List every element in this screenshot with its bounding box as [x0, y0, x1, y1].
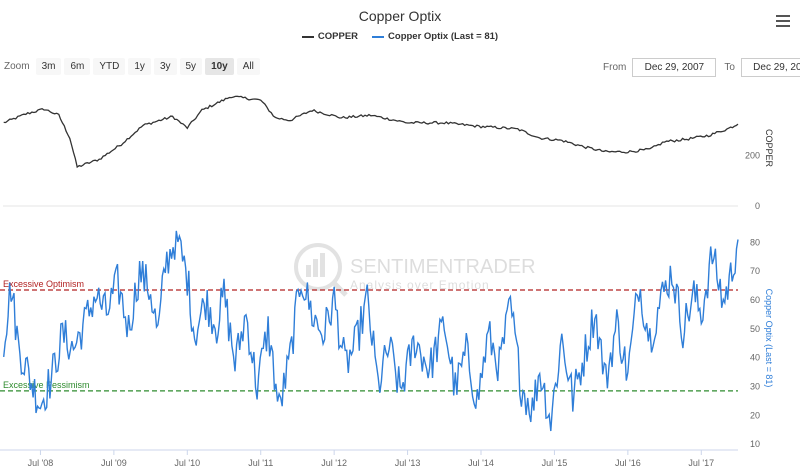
copper-axis: 0 200 COPPER: [3, 129, 774, 211]
x-tick-label: Jul '13: [395, 458, 421, 468]
watermark-handle: [332, 281, 348, 297]
reference-lines: Excessive Optimism Excessive Pessimism: [0, 279, 738, 392]
legend-swatch-copper: [301, 35, 314, 38]
optix-tick-label: 70: [750, 266, 760, 276]
copper-tick-label: 0: [755, 201, 760, 211]
watermark-tagline: Analysis over Emotion: [350, 278, 490, 292]
x-tick-label: Jul '16: [615, 458, 641, 468]
legend-item-copper[interactable]: COPPER: [301, 31, 359, 42]
copper-axis-title: COPPER: [764, 129, 774, 168]
copper-tick-label: 200: [745, 151, 760, 161]
x-tick-label: Jul '11: [248, 458, 273, 468]
x-tick-label: Jul '14: [468, 458, 494, 468]
optix-axis: 10 20 30 40 50 60 70 80 Copper Optix (Last = 81): [750, 237, 774, 449]
optix-tick-label: 10: [750, 439, 760, 449]
hamburger-icon[interactable]: [776, 15, 790, 27]
from-label: From: [603, 62, 627, 73]
optix-axis-title: Copper Optix (Last = 81): [764, 289, 774, 388]
zoom-button-3y[interactable]: 3y: [153, 58, 177, 75]
x-tick-label: Jul '17: [688, 458, 714, 468]
zoom-label: Zoom: [4, 61, 30, 72]
watermark-logo-icon: [294, 243, 342, 291]
zoom-button-1y[interactable]: 1y: [128, 58, 151, 75]
optix-tick-label: 30: [750, 382, 760, 392]
watermark: SENTIMENTRADER Analysis over Emotion: [294, 243, 536, 297]
legend-label-copper: COPPER: [317, 31, 359, 42]
x-tick-label: Jul '15: [542, 458, 568, 468]
zoom-button-3m[interactable]: 3m: [35, 58, 62, 75]
zoom-button-5y[interactable]: 5y: [179, 58, 203, 75]
x-tick-label: Jul '09: [101, 458, 127, 468]
optix-tick-label: 60: [750, 295, 760, 305]
copper-line: [3, 95, 739, 169]
menu-bar-3: [776, 25, 790, 27]
date-range: From Dec 29, 2007 To Dec 29, 2017: [603, 58, 800, 77]
to-date-input[interactable]: Dec 29, 2017: [740, 58, 800, 77]
legend-label-optix: Copper Optix (Last = 81): [388, 31, 499, 42]
optix-line: [3, 230, 739, 432]
copper-series: [3, 95, 739, 169]
from-date-input[interactable]: Dec 29, 2007: [632, 58, 717, 77]
x-axis: Jul '08 Jul '09 Jul '10 Jul '11 Jul '12 Jul '…: [0, 449, 738, 468]
menu-bar-2: [776, 20, 790, 22]
x-tick-label: Jul '10: [174, 458, 200, 468]
optix-tick-label: 40: [750, 353, 760, 363]
optix-tick-label: 50: [750, 324, 760, 334]
optix-series: [3, 230, 739, 432]
x-tick-label: Jul '12: [321, 458, 347, 468]
legend-swatch-optix: [372, 35, 385, 38]
optix-tick-label: 20: [750, 410, 760, 420]
optimism-label: Excessive Optimism: [3, 279, 84, 289]
x-tick-label: Jul '08: [28, 458, 54, 468]
zoom-button-6m[interactable]: 6m: [64, 58, 91, 75]
watermark-name: SENTIMENTRADER: [350, 256, 536, 278]
zoom-button-all[interactable]: All: [236, 58, 260, 75]
chart-title: Copper Optix: [358, 8, 442, 24]
zoom-controls: Zoom 3m 6m YTD 1y 3y 5y 10y All: [4, 58, 260, 75]
watermark-bar-3: [320, 253, 325, 277]
watermark-bar-2: [313, 259, 318, 277]
watermark-bar-1: [306, 265, 311, 277]
optix-tick-label: 80: [750, 237, 760, 247]
menu-bar-1: [776, 15, 790, 17]
zoom-button-10y[interactable]: 10y: [205, 58, 234, 75]
to-label: To: [724, 62, 735, 73]
zoom-button-ytd[interactable]: YTD: [93, 58, 126, 75]
legend-item-optix[interactable]: Copper Optix (Last = 81): [372, 31, 498, 42]
legend: COPPER Copper Optix (Last = 81): [0, 31, 800, 42]
pessimism-label: Excessive Pessimism: [3, 380, 90, 390]
